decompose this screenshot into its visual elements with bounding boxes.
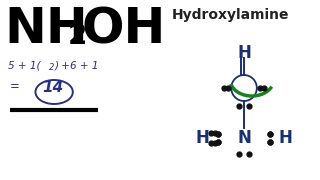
Text: 2: 2 (68, 22, 87, 50)
Text: H: H (196, 129, 210, 147)
Text: =: = (10, 80, 20, 93)
Text: 14: 14 (42, 80, 64, 95)
Text: OH: OH (82, 5, 166, 53)
Text: 5 + 1(: 5 + 1( (8, 60, 40, 70)
Text: N: N (237, 129, 251, 147)
Text: 2: 2 (49, 63, 55, 72)
Text: NH: NH (4, 5, 88, 53)
Text: H: H (278, 129, 292, 147)
Text: H: H (237, 44, 251, 62)
Text: Hydroxylamine: Hydroxylamine (172, 8, 290, 22)
Text: ) +6 + 1: ) +6 + 1 (55, 60, 100, 70)
